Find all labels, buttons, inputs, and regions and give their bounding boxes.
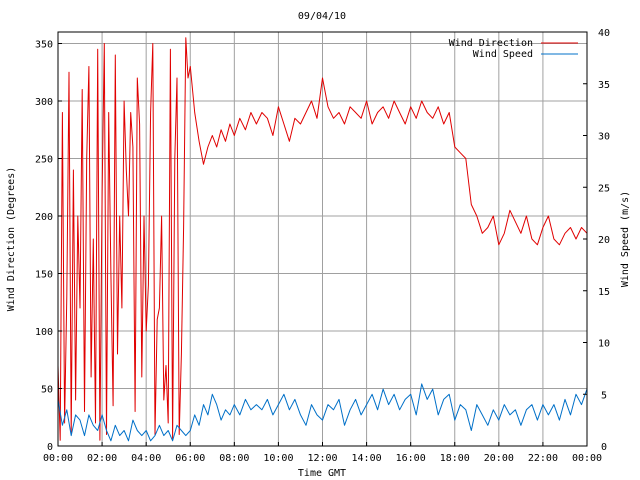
y-left-tick-label: 50 [41, 385, 53, 396]
x-tick-label: 16:00 [396, 453, 426, 464]
y-right-tick-label: 20 [598, 235, 610, 246]
y-axis-right-label: Wind Speed (m/s) [620, 191, 631, 287]
x-tick-label: 06:00 [175, 453, 205, 464]
chart-title: 09/04/10 [298, 11, 346, 22]
x-tick-label: 22:00 [528, 453, 558, 464]
x-tick-label: 14:00 [352, 453, 382, 464]
x-tick-label: 18:00 [440, 453, 470, 464]
x-tick-label: 10:00 [263, 453, 293, 464]
y-left-tick-label: 200 [35, 212, 53, 223]
x-tick-label: 04:00 [131, 453, 161, 464]
y-right-tick-label: 30 [598, 132, 610, 143]
grid [58, 32, 587, 446]
y-right-tick-label: 0 [601, 442, 607, 453]
x-tick-label: 12:00 [307, 453, 337, 464]
x-tick-label: 00:00 [43, 453, 73, 464]
legend-label-wind-direction: Wind Direction [449, 38, 533, 49]
y-axis-left-label: Wind Direction (Degrees) [6, 167, 17, 312]
series-line-wind-direction [57, 37, 588, 441]
x-tick-label: 20:00 [484, 453, 514, 464]
y-right-tick-label: 10 [598, 339, 610, 350]
x-tick-label: 08:00 [219, 453, 249, 464]
series-line-wind-speed [57, 383, 588, 442]
legend-label-wind-speed: Wind Speed [473, 49, 533, 60]
y-left-tick-label: 250 [35, 155, 53, 166]
y-left-tick-label: 300 [35, 97, 53, 108]
y-left-tick-label: 100 [35, 327, 53, 338]
y-right-tick-label: 15 [598, 287, 610, 298]
x-axis-label: Time GMT [298, 468, 346, 479]
tick-marks [57, 31, 588, 447]
x-tick-label: 00:00 [572, 453, 602, 464]
y-left-tick-label: 150 [35, 270, 53, 281]
y-left-tick-label: 0 [47, 442, 53, 453]
y-right-tick-label: 25 [598, 183, 610, 194]
y-right-tick-label: 40 [598, 28, 610, 39]
y-left-tick-label: 350 [35, 40, 53, 51]
y-right-tick-label: 5 [601, 390, 607, 401]
legend: Wind Direction Wind Speed [449, 38, 578, 60]
series-layer [57, 37, 588, 442]
x-tick-label: 02:00 [87, 453, 117, 464]
tick-labels: 00:00 02:00 04:00 06:00 08:00 10:00 12:00 14:00… [35, 28, 610, 464]
y-right-tick-label: 35 [598, 80, 610, 91]
